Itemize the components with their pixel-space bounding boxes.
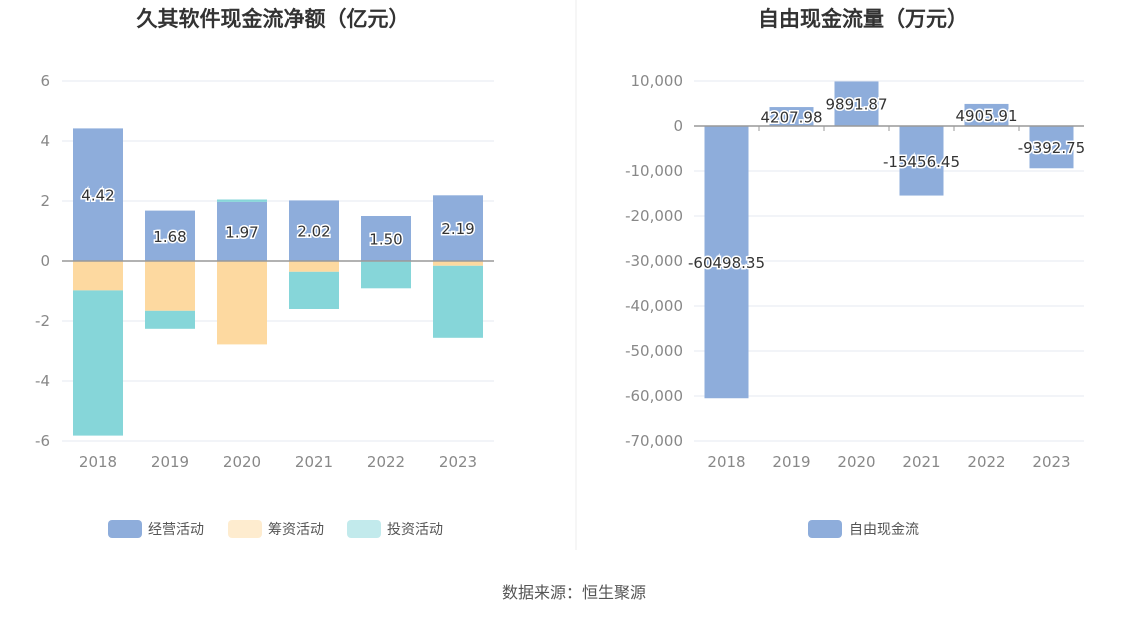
fcf-legend: 自由现金流 bbox=[808, 520, 919, 538]
data-label: 4.42 bbox=[81, 187, 114, 205]
data-label: -15456.45 bbox=[883, 153, 960, 171]
x-tick-label: 2018 bbox=[79, 453, 117, 471]
data-label: 4905.91 bbox=[955, 107, 1017, 125]
cashflow-legend: 经营活动 筹资活动 投资活动 bbox=[108, 520, 443, 538]
data-label: -9392.75 bbox=[1018, 139, 1085, 157]
y-tick-label: -4 bbox=[35, 372, 50, 390]
legend-swatch-经营活动 bbox=[108, 520, 142, 538]
bar-筹资活动-2018 bbox=[73, 261, 123, 291]
y-tick-label: -20,000 bbox=[625, 207, 683, 225]
y-tick-label: 0 bbox=[40, 252, 50, 270]
bar-fcf-2023 bbox=[1029, 126, 1074, 169]
bar-经营活动-2023 bbox=[433, 195, 483, 261]
legend-swatch-筹资活动 bbox=[228, 520, 262, 538]
bar-筹资活动-2023 bbox=[433, 261, 483, 266]
x-tick-label: 2019 bbox=[772, 453, 810, 471]
legend-label: 自由现金流 bbox=[849, 522, 919, 538]
x-tick-label: 2020 bbox=[223, 453, 261, 471]
y-tick-label: -70,000 bbox=[625, 432, 683, 450]
y-tick-label: -40,000 bbox=[625, 297, 683, 315]
y-tick-label: 2 bbox=[40, 192, 50, 210]
legend-label: 经营活动 bbox=[148, 522, 204, 538]
y-tick-label: 6 bbox=[40, 72, 50, 90]
chart-title-left: 久其软件现金流净额（亿元） bbox=[137, 7, 410, 31]
bar-投资活动-2019 bbox=[145, 310, 195, 329]
data-label: 2.19 bbox=[441, 220, 474, 238]
data-label: 2.02 bbox=[297, 223, 330, 241]
bar-fcf-2022 bbox=[964, 103, 1009, 126]
legend-swatch-投资活动 bbox=[347, 520, 381, 538]
data-label: -60498.35 bbox=[688, 254, 765, 272]
x-tick-label: 2018 bbox=[707, 453, 745, 471]
bar-经营活动-2022 bbox=[361, 216, 411, 261]
chart-title-right: 自由现金流量（万元） bbox=[758, 7, 968, 31]
x-tick-label: 2023 bbox=[1032, 453, 1070, 471]
source-note: 数据来源：恒生聚源 bbox=[502, 583, 646, 602]
bar-经营活动-2018 bbox=[73, 128, 123, 261]
x-tick-label: 2023 bbox=[439, 453, 477, 471]
bar-fcf-2019 bbox=[769, 107, 814, 126]
data-label: 1.68 bbox=[153, 228, 186, 246]
data-label: 1.50 bbox=[369, 231, 402, 249]
legend-label: 投资活动 bbox=[387, 522, 443, 538]
bar-投资活动-2022 bbox=[361, 261, 411, 289]
bar-经营活动-2021 bbox=[289, 200, 339, 261]
x-tick-label: 2022 bbox=[367, 453, 405, 471]
x-tick-label: 2021 bbox=[295, 453, 333, 471]
bar-投资活动-2021 bbox=[289, 271, 339, 309]
data-label: 1.97 bbox=[225, 223, 258, 241]
data-label: 9891.87 bbox=[825, 96, 887, 114]
bar-投资活动-2020 bbox=[217, 199, 267, 202]
y-tick-label: -50,000 bbox=[625, 342, 683, 360]
y-tick-label: 4 bbox=[40, 132, 50, 150]
bar-经营活动-2020 bbox=[217, 201, 267, 261]
bar-fcf-2021 bbox=[899, 126, 944, 196]
y-tick-label: 0 bbox=[673, 117, 683, 135]
bar-筹资活动-2020 bbox=[217, 261, 267, 345]
bar-经营活动-2019 bbox=[145, 210, 195, 261]
bar-fcf-2018 bbox=[704, 126, 749, 399]
y-tick-label: -60,000 bbox=[625, 387, 683, 405]
bar-投资活动-2018 bbox=[73, 290, 123, 436]
x-tick-label: 2022 bbox=[967, 453, 1005, 471]
fcf-chart: 10,000 0 -10,000 -20,000 -30,000 -40,000 -50,0… bbox=[625, 72, 1087, 471]
x-tick-label: 2020 bbox=[837, 453, 875, 471]
y-tick-label: -30,000 bbox=[625, 252, 683, 270]
x-tick-label: 2019 bbox=[151, 453, 189, 471]
y-tick-label: -10,000 bbox=[625, 162, 683, 180]
bar-fcf-2020 bbox=[834, 81, 879, 126]
y-tick-label: -2 bbox=[35, 312, 50, 330]
data-label: 4207.98 bbox=[760, 109, 822, 127]
legend-swatch-fcf bbox=[808, 520, 842, 538]
y-tick-label: -6 bbox=[35, 432, 50, 450]
bar-投资活动-2023 bbox=[433, 265, 483, 338]
x-tick-label: 2021 bbox=[902, 453, 940, 471]
bar-筹资活动-2019 bbox=[145, 261, 195, 311]
cashflow-chart: 6 4 2 0 -2 -4 -6 2018 4.42 2019 1.68 2020 1.97 2021 2.… bbox=[35, 72, 494, 471]
bar-筹资活动-2021 bbox=[289, 261, 339, 272]
y-tick-label: 10,000 bbox=[631, 72, 684, 90]
legend-label: 筹资活动 bbox=[268, 521, 324, 538]
